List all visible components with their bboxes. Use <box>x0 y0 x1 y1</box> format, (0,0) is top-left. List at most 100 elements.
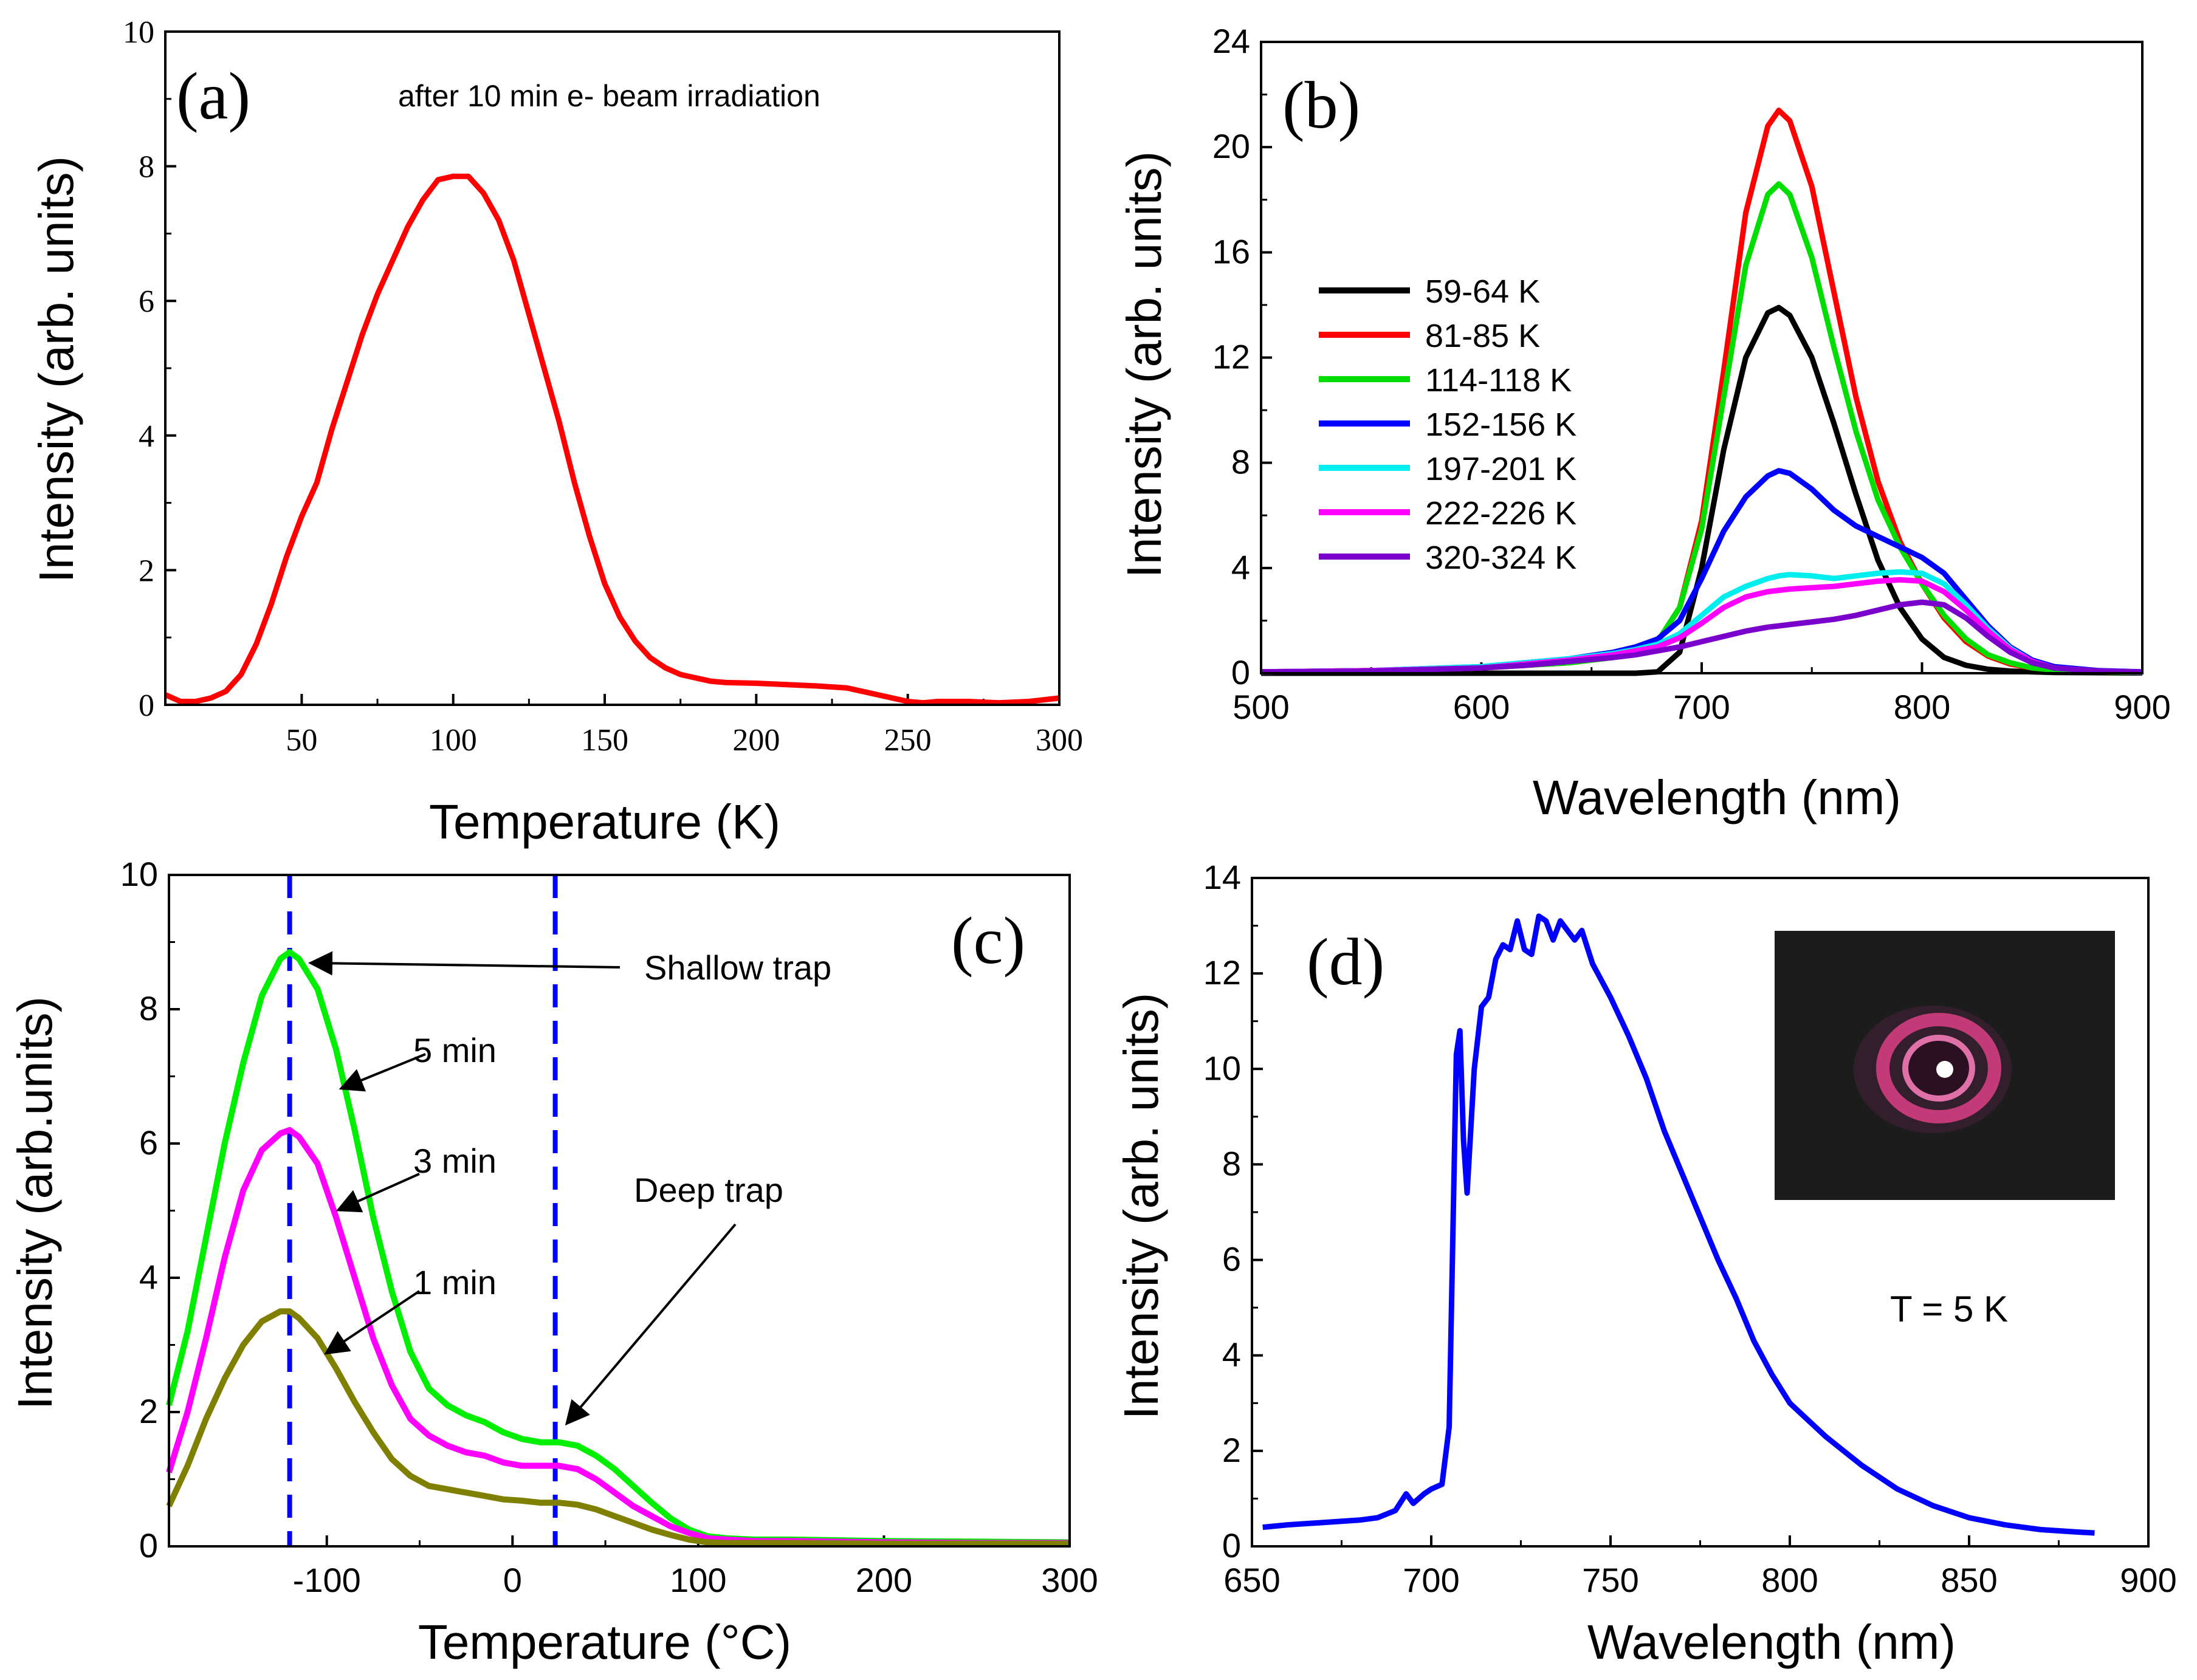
y-tick-label: 10 <box>1203 1049 1241 1087</box>
y-tick-label: 24 <box>1212 22 1250 60</box>
x-tick-label: 750 <box>1582 1561 1638 1599</box>
y-tick-label: 16 <box>1212 232 1250 270</box>
panel-c-ylabel: Intensity (arb.units) <box>8 996 62 1410</box>
annotation-arrow <box>324 1290 421 1355</box>
panel-a: 50 100 150 200 250 300 0 2 4 6 8 10 (a) after 10 mi… <box>29 15 1083 849</box>
x-tick-label: 200 <box>732 723 780 758</box>
legend-label: 59-64 K <box>1425 273 1540 310</box>
x-tick-label: 900 <box>2114 688 2170 726</box>
series-line-spectrum <box>1262 913 2095 1536</box>
y-tick-label: 6 <box>139 284 154 319</box>
annotation-label: 5 min <box>413 1031 497 1069</box>
y-tick-label: 4 <box>1222 1335 1241 1374</box>
series-line-1-min <box>166 1308 1070 1547</box>
y-tick-label: 8 <box>139 989 158 1027</box>
legend-label: 222-226 K <box>1425 495 1576 532</box>
x-tick-label: 700 <box>1673 688 1730 726</box>
y-tick-label: 8 <box>1222 1144 1241 1182</box>
series-line-3-min <box>166 1126 1070 1546</box>
y-tick-label: 4 <box>1231 548 1250 586</box>
y-tick-label: 4 <box>139 1258 158 1296</box>
x-tick-label: 200 <box>856 1561 912 1599</box>
annotation-arrow <box>335 1173 420 1213</box>
panel-a-label: (a) <box>176 59 250 133</box>
annotation-arrow <box>339 1053 426 1092</box>
panel-d-label: (d) <box>1307 925 1384 999</box>
series-line-320-324-K <box>1260 599 2143 675</box>
panel-c-xlabel: Temperature (°C) <box>418 1615 791 1669</box>
panel-d-ylabel: Intensity (arb. units) <box>1114 993 1168 1420</box>
panel-d: 650 700 750 800 850 900 0 2 4 6 8 10 12 14 (d) T = 5 … <box>1114 858 2177 1669</box>
panel-a-plot-area: 50 100 150 200 250 300 0 2 4 6 8 10 <box>123 15 1083 758</box>
y-tick-label: 20 <box>1212 127 1250 165</box>
panel-d-annotation: T = 5 K <box>1890 1289 2008 1329</box>
panel-c-plot-area: -100 0 100 200 300 0 2 4 6 8 10 <box>120 855 1098 1599</box>
y-tick-label: 2 <box>1222 1431 1241 1469</box>
x-tick-label: 300 <box>1041 1561 1098 1599</box>
panel-a-xlabel: Temperature (K) <box>429 795 780 849</box>
y-tick-label: 0 <box>139 1526 158 1565</box>
annotation-label: 3 min <box>413 1142 497 1180</box>
x-tick-label: 100 <box>430 723 477 758</box>
x-tick-label: 50 <box>286 723 317 758</box>
panel-d-plot-area: 650 700 750 800 850 900 0 2 4 6 8 10 12 14 <box>1203 858 2177 1599</box>
x-tick-label: 500 <box>1233 688 1289 726</box>
panel-b-label: (b) <box>1282 68 1360 142</box>
y-tick-label: 10 <box>120 855 158 893</box>
y-tick-label: 0 <box>1222 1526 1241 1565</box>
legend-label: 114-118 K <box>1425 362 1572 399</box>
x-tick-label: 850 <box>1941 1561 1997 1599</box>
panel-c-annotations: Shallow trap Deep trap 5 min 3 min 1 min <box>308 948 831 1426</box>
y-tick-label: 6 <box>1222 1240 1241 1278</box>
annotation-arrow <box>565 1223 737 1426</box>
inset-photo-outer-ring <box>1876 1013 2001 1123</box>
panel-b-ylabel: Intensity (arb. units) <box>1117 151 1171 578</box>
y-tick-label: 2 <box>139 1392 158 1430</box>
y-tick-label: 12 <box>1203 953 1241 992</box>
legend-label: 81-85 K <box>1425 318 1540 354</box>
y-tick-label: 10 <box>123 15 154 50</box>
panel-b-plot-area: 500 600 700 800 900 0 4 8 12 16 20 24 <box>1212 22 2171 726</box>
panel-b-xlabel: Wavelength (nm) <box>1533 770 1901 825</box>
axes-frame <box>1251 877 2150 1548</box>
y-tick-label: 14 <box>1203 858 1241 896</box>
panel-a-annotation: after 10 min e- beam irradiation <box>398 79 820 113</box>
x-tick-label: 900 <box>2120 1561 2176 1599</box>
x-tick-label: 150 <box>581 723 628 758</box>
annotation-arrow <box>308 951 621 976</box>
y-tick-label: 0 <box>139 688 154 723</box>
y-tick-label: 2 <box>139 554 154 588</box>
series-line-tl-glow <box>164 173 1060 706</box>
axes-frame <box>1260 41 2144 674</box>
x-tick-label: 650 <box>1223 1561 1280 1599</box>
x-tick-label: 800 <box>1894 688 1950 726</box>
legend-label: 197-201 K <box>1425 451 1576 487</box>
y-tick-label: 0 <box>1231 653 1250 691</box>
annotation-label: 1 min <box>413 1263 497 1301</box>
panel-c: -100 0 100 200 300 0 2 4 6 8 10 (c) Shallow trap De… <box>8 855 1098 1669</box>
x-tick-label: 300 <box>1036 723 1083 758</box>
legend-label: 320-324 K <box>1425 540 1576 576</box>
axes-frame <box>164 30 1061 706</box>
axes-frame <box>168 874 1071 1548</box>
x-tick-label: -100 <box>293 1561 361 1599</box>
panel-b: 500 600 700 800 900 0 4 8 12 16 20 24 (b) 59-64 K 81… <box>1117 22 2171 825</box>
legend-label: 152-156 K <box>1425 406 1576 443</box>
x-tick-label: 600 <box>1453 688 1510 726</box>
x-tick-label: 100 <box>670 1561 726 1599</box>
y-tick-label: 12 <box>1212 338 1250 376</box>
inset-photo-bright-spot <box>1936 1061 1953 1078</box>
x-tick-label: 0 <box>503 1561 522 1599</box>
panel-b-legend: 59-64 K 81-85 K 114-118 K 152-156 K 197-201 … <box>1319 273 1576 576</box>
y-tick-label: 6 <box>139 1123 158 1162</box>
annotation-label: Shallow trap <box>644 948 831 987</box>
y-tick-label: 8 <box>1231 443 1250 481</box>
panel-a-ylabel: Intensity (arb. units) <box>29 156 83 583</box>
annotation-label: Deep trap <box>634 1171 783 1209</box>
y-tick-label: 8 <box>139 150 154 185</box>
x-tick-label: 250 <box>884 723 932 758</box>
x-tick-label: 700 <box>1403 1561 1459 1599</box>
panel-d-xlabel: Wavelength (nm) <box>1587 1615 1956 1669</box>
